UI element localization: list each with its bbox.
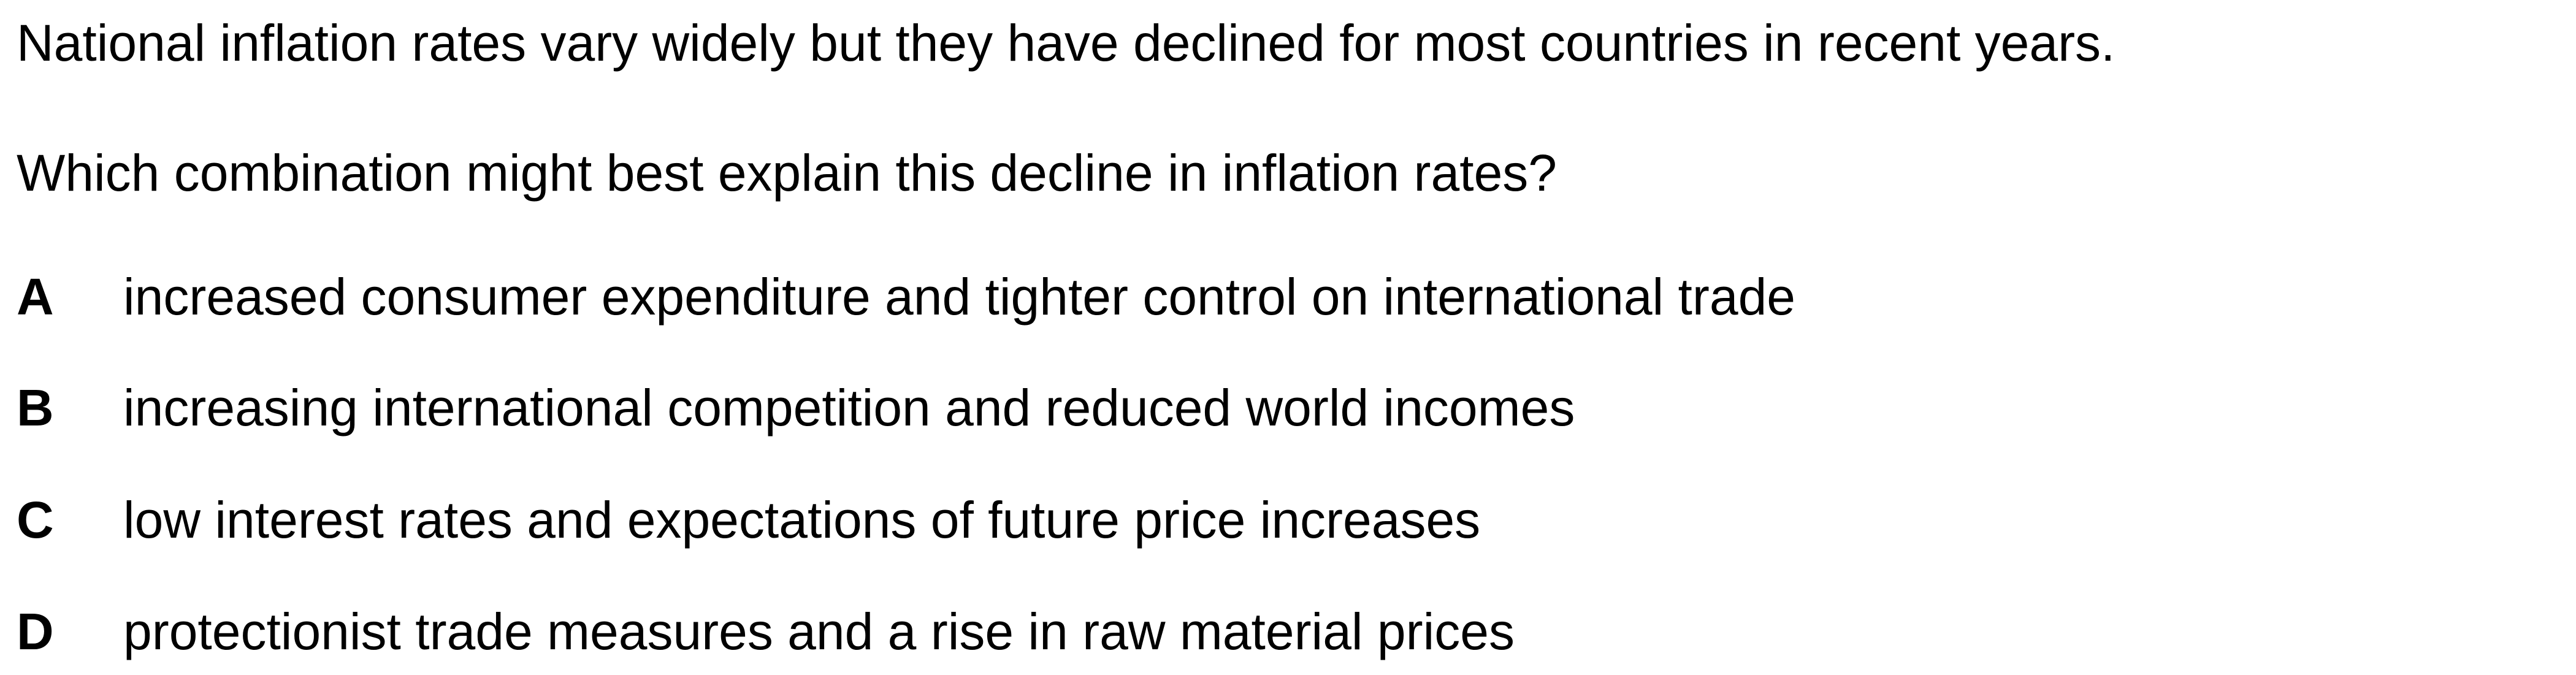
option-text: low interest rates and expectations of f…	[123, 491, 1481, 549]
option-letter: C	[17, 491, 54, 549]
option-letter: B	[17, 379, 54, 437]
option-letter: A	[17, 268, 54, 326]
question-context: National inflation rates vary widely but…	[17, 14, 2115, 72]
option-text: increasing international competition and…	[123, 379, 1575, 437]
option-letter: D	[17, 603, 54, 660]
option-text: increased consumer expenditure and tight…	[123, 268, 1796, 326]
option-text: protectionist trade measures and a rise …	[123, 603, 1515, 660]
question-prompt: Which combination might best explain thi…	[17, 144, 1557, 202]
